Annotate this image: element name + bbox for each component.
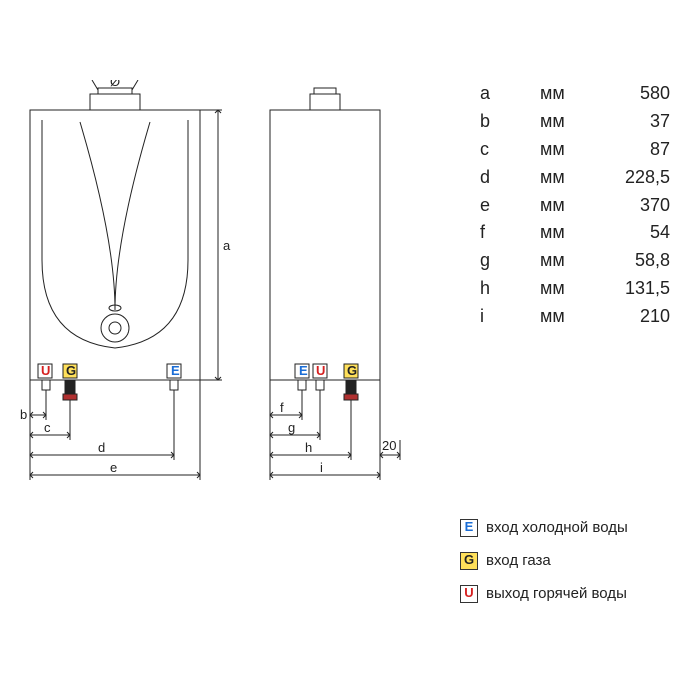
svg-text:20: 20 bbox=[382, 438, 396, 453]
technical-drawing: Ø U G E a bbox=[20, 80, 450, 520]
svg-text:E: E bbox=[299, 363, 308, 378]
legend-badge-U: U bbox=[460, 585, 478, 603]
svg-text:c: c bbox=[44, 420, 51, 435]
badge-G-side: G bbox=[344, 363, 358, 378]
legend-text-G: вход газа bbox=[486, 544, 551, 577]
svg-text:g: g bbox=[288, 420, 295, 435]
svg-text:Ø: Ø bbox=[110, 80, 120, 89]
dim-row: fмм54 bbox=[480, 219, 680, 247]
svg-text:h: h bbox=[305, 440, 312, 455]
svg-text:E: E bbox=[171, 363, 180, 378]
svg-text:e: e bbox=[110, 460, 117, 475]
badge-E-side: E bbox=[295, 363, 309, 378]
svg-text:U: U bbox=[316, 363, 325, 378]
svg-text:b: b bbox=[20, 407, 27, 422]
legend-text-U: выход горячей воды bbox=[486, 577, 627, 610]
dim-row: dмм228,5 bbox=[480, 164, 680, 192]
legend-badge-G: G bbox=[460, 552, 478, 570]
legend-text-E: вход холодной воды bbox=[486, 511, 628, 544]
dimension-table: aмм580 bмм37 cмм87 dмм228,5 eмм370 fмм54… bbox=[480, 80, 680, 331]
dim-row: eмм370 bbox=[480, 192, 680, 220]
dim-row: aмм580 bbox=[480, 80, 680, 108]
svg-text:G: G bbox=[66, 363, 76, 378]
legend-row-E: E вход холодной воды bbox=[460, 511, 680, 544]
svg-text:G: G bbox=[347, 363, 357, 378]
legend-row-U: U выход горячей воды bbox=[460, 577, 680, 610]
svg-text:i: i bbox=[320, 460, 323, 475]
dim-row: cмм87 bbox=[480, 136, 680, 164]
dim-row: gмм58,8 bbox=[480, 247, 680, 275]
svg-text:a: a bbox=[223, 238, 231, 253]
legend-row-G: G вход газа bbox=[460, 544, 680, 577]
svg-text:U: U bbox=[41, 363, 50, 378]
badge-U-front: U bbox=[38, 363, 52, 378]
badge-E-front: E bbox=[167, 363, 181, 378]
badge-G-front: G bbox=[63, 363, 77, 378]
svg-text:d: d bbox=[98, 440, 105, 455]
legend-badge-E: E bbox=[460, 519, 478, 537]
svg-text:f: f bbox=[280, 400, 284, 415]
diagram-container: Ø U G E a bbox=[20, 80, 680, 620]
legend: E вход холодной воды G вход газа U выход… bbox=[460, 511, 680, 610]
badge-U-side: U bbox=[313, 363, 327, 378]
dim-row: hмм131,5 bbox=[480, 275, 680, 303]
dim-row: bмм37 bbox=[480, 108, 680, 136]
dim-row: iмм210 bbox=[480, 303, 680, 331]
